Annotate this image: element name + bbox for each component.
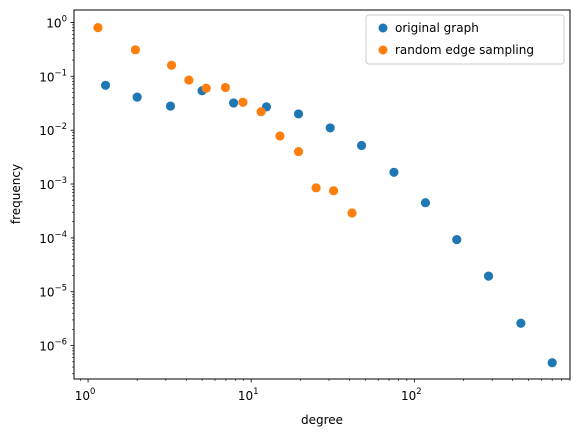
y-tick-label: 100 bbox=[46, 14, 67, 30]
point-random-edge-sampling bbox=[93, 23, 103, 33]
point-original-graph bbox=[228, 98, 239, 108]
y-axis-title: frequency bbox=[9, 164, 23, 224]
y-axis-ticks: 10−6 10−5 10−4 10−3 10−2 10−1 100 bbox=[39, 14, 74, 375]
point-random-edge-sampling bbox=[256, 107, 266, 117]
plot-area bbox=[73, 9, 571, 380]
point-random-edge-sampling bbox=[347, 208, 357, 218]
point-original-graph bbox=[420, 198, 431, 208]
legend-label-original-graph: original graph bbox=[395, 21, 479, 35]
legend-box bbox=[365, 14, 565, 65]
point-original-graph bbox=[389, 167, 399, 177]
point-random-edge-sampling bbox=[201, 83, 211, 93]
y-tick-label: 10−4 bbox=[39, 230, 67, 246]
point-original-graph bbox=[132, 92, 142, 102]
x-tick-label: 100 bbox=[75, 387, 96, 403]
y-tick-label: 10−5 bbox=[39, 284, 67, 300]
point-random-edge-sampling bbox=[184, 75, 194, 85]
point-original-graph bbox=[356, 140, 367, 151]
point-random-edge-sampling bbox=[220, 82, 231, 93]
data-points bbox=[93, 23, 557, 368]
legend-marker-original-graph bbox=[378, 23, 388, 33]
x-tick-label: 102 bbox=[401, 387, 422, 403]
point-original-graph bbox=[165, 101, 176, 111]
point-original-graph bbox=[452, 234, 462, 245]
legend: original graph random edge sampling bbox=[365, 14, 565, 65]
point-original-graph bbox=[483, 271, 494, 281]
point-original-graph bbox=[516, 318, 526, 328]
x-tick-label: 101 bbox=[238, 387, 259, 403]
point-random-edge-sampling bbox=[293, 146, 304, 157]
point-original-graph bbox=[547, 358, 557, 368]
point-random-edge-sampling bbox=[275, 131, 285, 141]
y-tick-label: 10−3 bbox=[39, 176, 67, 192]
point-random-edge-sampling bbox=[329, 186, 339, 196]
legend-label-random-edge-sampling: random edge sampling bbox=[395, 43, 534, 57]
y-tick-label: 10−1 bbox=[39, 68, 67, 84]
point-original-graph bbox=[293, 109, 304, 119]
y-tick-label: 10−2 bbox=[39, 122, 67, 138]
x-axis-title: degree bbox=[301, 413, 343, 427]
legend-marker-random-edge-sampling bbox=[378, 45, 388, 55]
point-original-graph bbox=[325, 123, 335, 133]
point-random-edge-sampling bbox=[238, 97, 248, 107]
point-original-graph bbox=[100, 80, 111, 90]
y-tick-label: 10−6 bbox=[39, 338, 67, 354]
point-random-edge-sampling bbox=[130, 45, 140, 55]
point-random-edge-sampling bbox=[311, 183, 321, 193]
point-random-edge-sampling bbox=[166, 60, 177, 70]
x-axis-ticks: 100 101 102 bbox=[75, 379, 571, 403]
